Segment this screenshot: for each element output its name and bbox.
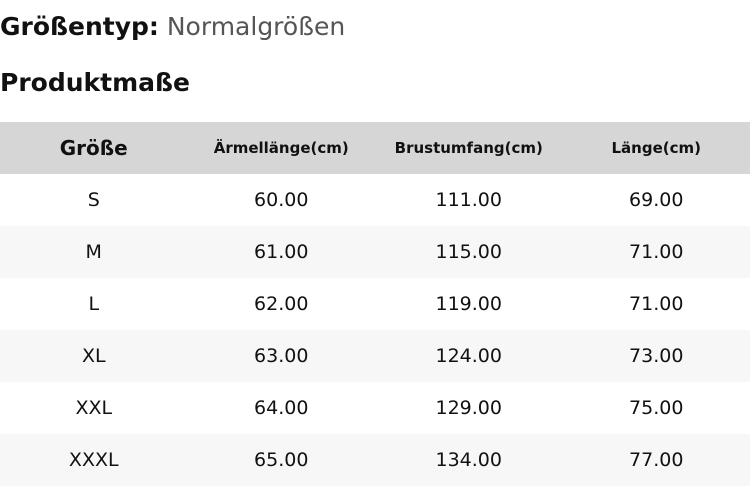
cell-chest: 129.00 [435,397,502,419]
cell-length: 73.00 [629,345,684,367]
cell-sleeve-length: 63.00 [254,345,309,367]
cell-length: 71.00 [629,241,684,263]
table-row: S 60.00 111.00 69.00 [0,174,750,226]
cell-chest: 115.00 [435,241,502,263]
cell-chest: 134.00 [435,449,502,471]
cell-sleeve-length: 64.00 [254,397,309,419]
cell-sleeve-length: 65.00 [254,449,309,471]
cell-chest: 124.00 [435,345,502,367]
cell-chest: 119.00 [435,293,502,315]
table-row: M 61.00 115.00 71.00 [0,226,750,278]
section-title: Produktmaße [0,68,190,97]
table-row: XL 63.00 124.00 73.00 [0,330,750,382]
table-row: XXXL 65.00 134.00 77.00 [0,434,750,486]
table-row: XXL 64.00 129.00 75.00 [0,382,750,434]
size-type: Größentyp: Normalgrößen [0,12,345,42]
table-row: L 62.00 119.00 71.00 [0,278,750,330]
cell-length: 75.00 [629,397,684,419]
cell-size: XL [81,345,106,367]
header-sleeve-length: Ärmellänge(cm) [213,139,349,157]
cell-size: M [85,241,102,263]
cell-size: XXXL [68,449,119,471]
cell-size: S [87,189,100,211]
cell-length: 69.00 [629,189,684,211]
cell-length: 71.00 [629,293,684,315]
header-size: Größe [59,136,128,160]
header-length: Länge(cm) [611,139,701,157]
cell-size: XXL [75,397,113,419]
size-table: Größe Ärmellänge(cm) Brustumfang(cm) Län… [0,122,750,486]
cell-size: L [88,293,100,315]
cell-sleeve-length: 61.00 [254,241,309,263]
header-chest: Brustumfang(cm) [394,139,543,157]
size-type-label: Größentyp: [0,12,159,41]
cell-chest: 111.00 [435,189,502,211]
table-header-row: Größe Ärmellänge(cm) Brustumfang(cm) Län… [0,122,750,174]
cell-length: 77.00 [629,449,684,471]
cell-sleeve-length: 62.00 [254,293,309,315]
size-type-value: Normalgrößen [166,12,346,41]
cell-sleeve-length: 60.00 [254,189,309,211]
